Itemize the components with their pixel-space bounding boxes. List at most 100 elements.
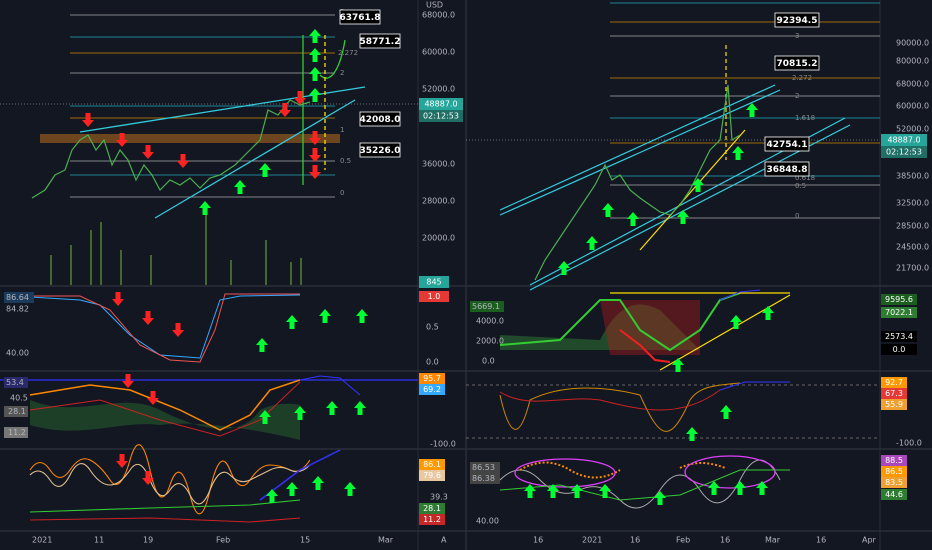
- label: 845: [426, 278, 441, 287]
- label: 42754.1: [767, 140, 808, 150]
- label: 2021: [582, 536, 602, 545]
- label: Feb: [216, 536, 230, 545]
- label: 42008.0: [360, 115, 401, 125]
- label: 0.0: [482, 357, 495, 366]
- right-time-axis: 16 2021 16 Feb 16 Mar 16 Apr: [533, 536, 877, 545]
- label: 0.0: [426, 358, 439, 367]
- label: 68000.0: [422, 11, 455, 20]
- label: 20000.0: [422, 234, 455, 243]
- label: 1: [340, 126, 344, 134]
- label: 02:12:53: [423, 112, 459, 121]
- label: 60000.0: [422, 48, 455, 57]
- label: 48887.0: [887, 136, 920, 145]
- label: 86.5: [885, 467, 903, 476]
- left-time-axis: 2021 11 19 Feb 15 Mar A: [32, 536, 447, 545]
- right-indicator-2: [466, 381, 880, 439]
- label: 55.9: [885, 400, 903, 409]
- label: 88.5: [885, 456, 903, 465]
- label: 15: [300, 536, 310, 545]
- label: 58771.2: [360, 37, 401, 47]
- label: 24500.0: [896, 243, 929, 252]
- label: 3: [795, 32, 799, 40]
- label: 28500.0: [896, 222, 929, 231]
- label: 92394.5: [777, 16, 818, 26]
- label: 0.5: [795, 182, 806, 190]
- left-annotations: 63761.8 58771.2 42008.0 35226.0: [340, 9, 401, 158]
- label: 36000.0: [422, 160, 455, 169]
- left-indicator-2-axis: 53.4 40.5 28.1 11.2 95.7 69.2 -100.0: [4, 373, 456, 449]
- label: 0.5: [340, 157, 351, 165]
- label: 28000.0: [422, 197, 455, 206]
- label: 11: [94, 536, 104, 545]
- label: 63761.8: [340, 13, 381, 23]
- label: 11.2: [423, 515, 441, 524]
- label: 28.1: [8, 407, 26, 416]
- label: 84.82: [6, 305, 29, 314]
- label: 40.5: [10, 394, 28, 403]
- label: 68000.0: [896, 80, 929, 89]
- label: 40.00: [476, 517, 499, 526]
- label: 48887.0: [424, 100, 457, 109]
- label: 2.272: [792, 74, 812, 82]
- right-indicator-3: [499, 455, 790, 509]
- right-indicator-2-axis: 92.7 67.3 55.9 -100.0: [881, 377, 922, 448]
- left-price-axis: USD 68000.0 60000.0 52000.0 36000.0 2800…: [419, 1, 463, 288]
- label: -100.0: [896, 439, 922, 448]
- label: 0.618: [795, 174, 815, 182]
- label: 69.2: [423, 385, 441, 394]
- label: 40.00: [6, 349, 29, 358]
- label: 53.4: [6, 378, 24, 387]
- label: 90000.0: [896, 39, 929, 48]
- right-fib-levels: [466, 2, 880, 219]
- left-indicator-1: [29, 293, 301, 363]
- label: 0: [340, 189, 344, 197]
- label: 7022.1: [885, 308, 913, 317]
- label: A: [441, 536, 447, 545]
- label: 38500.0: [896, 172, 929, 181]
- label: 52000.0: [896, 125, 929, 134]
- label: 16: [533, 536, 543, 545]
- label: 21700.0: [896, 264, 929, 273]
- label: 52000.0: [422, 85, 455, 94]
- label: 5669.1: [472, 302, 500, 311]
- label: 86.1: [423, 460, 441, 469]
- label: 79.6: [423, 471, 441, 480]
- right-annotations: 92394.5 70815.2 42754.1 36848.8: [764, 12, 820, 177]
- label: USD: [426, 1, 443, 10]
- label: Mar: [378, 536, 394, 545]
- label: 28.1: [423, 504, 441, 513]
- right-indicator-3-axis: 86.53 86.38 40.00 88.5 86.5 83.5 44.6: [470, 455, 907, 526]
- label: 16: [630, 536, 640, 545]
- label: 0.0: [893, 345, 906, 354]
- left-volume: [50, 215, 302, 285]
- label: 80000.0: [896, 57, 929, 66]
- label: 2021: [32, 536, 52, 545]
- label: 60000.0: [896, 102, 929, 111]
- left-trendlines: [79, 35, 366, 219]
- label: 86.38: [472, 474, 495, 483]
- label: Feb: [676, 536, 690, 545]
- label: 92.7: [885, 378, 903, 387]
- label: 16: [720, 536, 730, 545]
- label: 11.2: [8, 428, 26, 437]
- label: 1.618: [795, 114, 815, 122]
- right-indicator-1-axis: 5669.1 4000.0 2000.0 0.0 9595.6 7022.1 2…: [470, 294, 917, 366]
- label: 83.5: [885, 478, 903, 487]
- right-price-axis: 90000.0 80000.0 68000.0 60000.0 52000.0 …: [881, 39, 929, 273]
- label: 0: [795, 212, 799, 220]
- label: 2.272: [338, 49, 358, 57]
- label: 19: [143, 536, 153, 545]
- label: 4000.0: [476, 317, 504, 326]
- label: 32500.0: [896, 199, 929, 208]
- label: 2573.4: [885, 332, 913, 341]
- label: 86.64: [6, 293, 29, 302]
- label: Mar: [765, 536, 781, 545]
- label: 95.7: [423, 374, 441, 383]
- left-price: [31, 99, 311, 199]
- label: 36848.8: [767, 165, 808, 175]
- label: 67.3: [885, 389, 903, 398]
- label: 70815.2: [777, 59, 818, 69]
- label: 39.3: [430, 493, 448, 502]
